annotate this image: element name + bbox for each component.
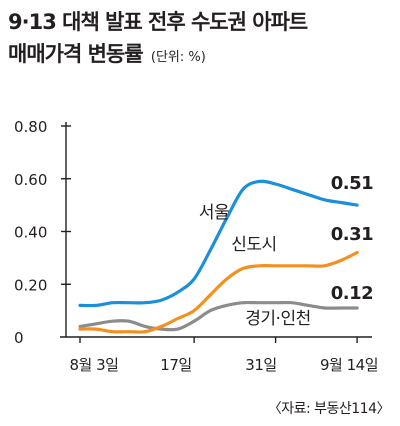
end-value-seoul: 0.51 (331, 173, 373, 194)
y-tick-label: 0.40 (14, 224, 47, 242)
end-value-newtown: 0.31 (331, 224, 373, 245)
x-tick-label: 9월 14일 (320, 356, 378, 374)
x-tick-label: 8월 3일 (70, 356, 119, 374)
title-main: 매매가격 변동률 (8, 42, 144, 66)
y-tick-label: 0.60 (14, 171, 47, 189)
title-line-1: 9·13 대책 발표 전후 수도권 아파트 (8, 10, 308, 34)
unit-label: (단위: %) (150, 50, 206, 65)
series-name-gyeonggi: 경기·인천 (245, 309, 310, 329)
x-tick-label: 17일 (160, 356, 191, 374)
source-note: 〈자료: 부동산114〉 (267, 401, 391, 417)
series-name-seoul: 서울 (199, 203, 229, 223)
y-tick-label: 0.20 (14, 276, 47, 294)
series-line-newtown (78, 251, 359, 334)
chart-title: 9·13 대책 발표 전후 수도권 아파트 매매가격 변동률 (단위: %) (8, 6, 392, 74)
series-name-newtown: 신도시 (231, 235, 276, 255)
series-line-seoul (78, 179, 359, 308)
y-tick-label: 0 (14, 329, 24, 347)
y-tick-label: 0.80 (14, 118, 47, 136)
title-line-2: 매매가격 변동률 (단위: %) (8, 38, 392, 74)
end-value-gyeonggi: 0.12 (331, 283, 373, 304)
x-tick-label: 31일 (245, 356, 276, 374)
series-line-gyeonggi (78, 300, 359, 332)
